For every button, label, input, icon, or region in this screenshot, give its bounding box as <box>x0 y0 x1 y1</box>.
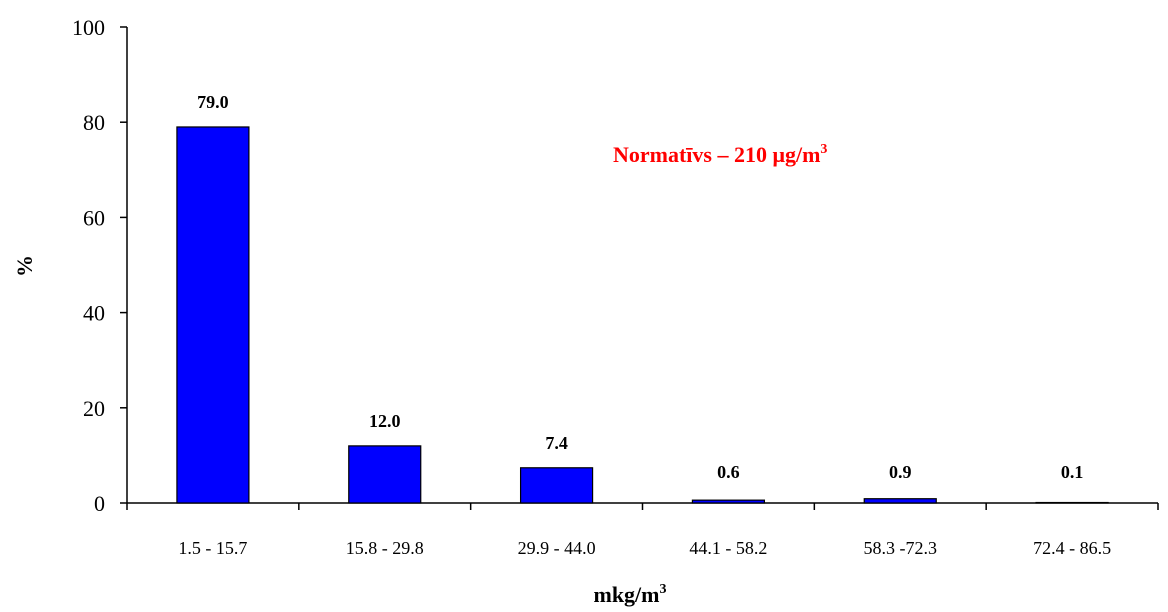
y-axis-ticks: 0 20 40 60 80 100 <box>72 15 127 516</box>
bar <box>348 445 422 504</box>
data-label: 0.1 <box>1061 462 1084 482</box>
y-tick-label: 40 <box>83 301 105 326</box>
y-tick-label: 100 <box>72 15 105 40</box>
x-axis-ticks: 1.5 - 15.7 15.8 - 29.8 29.9 - 44.0 44.1 - 5… <box>126 503 1159 558</box>
bar <box>691 499 766 504</box>
x-tick-label: 58.3 -72.3 <box>864 538 938 558</box>
bars <box>176 126 1109 504</box>
annotation-superscript: 3 <box>820 142 827 157</box>
x-axis-title-superscript: 3 <box>660 582 667 597</box>
axes <box>126 27 1158 504</box>
data-label: 12.0 <box>369 411 401 431</box>
x-axis-title: mkg/m3 <box>594 582 667 607</box>
x-axis-title-base: mkg/m <box>594 582 660 607</box>
bar <box>863 498 937 504</box>
data-label: 0.9 <box>889 462 912 482</box>
data-labels: 79.0 12.0 7.4 0.6 0.9 0.1 <box>197 92 1083 482</box>
x-tick-label: 1.5 - 15.7 <box>178 538 247 558</box>
x-tick-label: 72.4 - 86.5 <box>1033 538 1111 558</box>
y-axis-title: % <box>12 255 37 277</box>
x-tick-label: 44.1 - 58.2 <box>689 538 767 558</box>
annotation-normative: Normatīvs – 210 μg/m3 <box>613 142 827 167</box>
data-label: 0.6 <box>717 462 740 482</box>
y-tick-label: 80 <box>83 110 105 135</box>
annotation-main: Normatīvs – 210 μg/m <box>613 142 820 167</box>
x-tick-label: 15.8 - 29.8 <box>346 538 424 558</box>
data-label: 7.4 <box>545 433 568 453</box>
y-tick-label: 60 <box>83 205 105 230</box>
data-label: 79.0 <box>197 92 229 112</box>
bar <box>519 467 594 504</box>
x-tick-label: 29.9 - 44.0 <box>518 538 596 558</box>
y-tick-label: 20 <box>83 396 105 421</box>
bar <box>176 126 250 504</box>
y-tick-label: 0 <box>94 491 105 516</box>
